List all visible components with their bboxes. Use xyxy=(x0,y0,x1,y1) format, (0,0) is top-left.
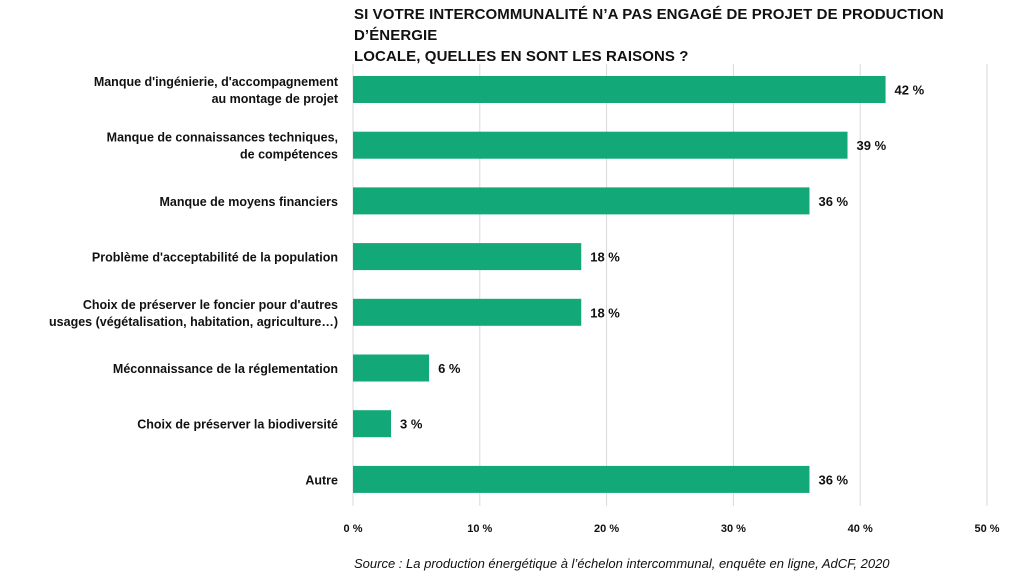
category-label-line: Choix de préserver le foncier pour d'aut… xyxy=(83,298,338,312)
category-label-line: au montage de projet xyxy=(212,92,339,106)
bar-value-label: 18 % xyxy=(590,250,620,265)
bar xyxy=(353,465,810,493)
category-label: Choix de préserver le foncier pour d'aut… xyxy=(49,298,338,329)
x-tick-label: 20 % xyxy=(594,523,619,535)
bar xyxy=(353,131,848,159)
x-tick-label: 50 % xyxy=(974,523,999,535)
x-tick-label: 30 % xyxy=(721,523,746,535)
bar-value-label: 6 % xyxy=(438,361,461,376)
bar-value-label: 3 % xyxy=(400,417,423,432)
bar xyxy=(353,243,582,271)
category-label-line: Problème d'acceptabilité de la populatio… xyxy=(92,251,338,265)
category-label: Autre xyxy=(305,473,338,487)
bar xyxy=(353,187,810,215)
bar xyxy=(353,298,582,326)
category-label-line: Manque de moyens financiers xyxy=(159,195,338,209)
bar-value-label: 18 % xyxy=(590,305,620,320)
category-label: Méconnaissance de la réglementation xyxy=(113,362,338,376)
bar-value-label: 36 % xyxy=(818,194,848,209)
bar-value-label: 42 % xyxy=(895,83,925,98)
category-label: Manque de moyens financiers xyxy=(159,195,338,209)
chart-title-line-1: SI VOTRE INTERCOMMUNALITÉ N’A PAS ENGAGÉ… xyxy=(354,6,944,44)
source-note: Source : La production énergétique à l’é… xyxy=(354,556,890,571)
category-label: Choix de préserver la biodiversité xyxy=(137,418,338,432)
x-tick-label: 0 % xyxy=(344,523,363,535)
category-label-line: Méconnaissance de la réglementation xyxy=(113,362,338,376)
x-tick-label: 10 % xyxy=(467,523,492,535)
category-label: Problème d'acceptabilité de la populatio… xyxy=(92,251,338,265)
category-label-line: Manque de connaissances techniques, xyxy=(107,131,338,145)
category-label-line: Autre xyxy=(305,473,338,487)
bar-value-label: 39 % xyxy=(857,138,887,153)
chart-title-line-2: LOCALE, QUELLES EN SONT LES RAISONS ? xyxy=(354,48,689,65)
category-label-line: Choix de préserver la biodiversité xyxy=(137,418,338,432)
bar-value-label: 36 % xyxy=(818,472,848,487)
category-label-line: de compétences xyxy=(240,148,338,162)
bar xyxy=(353,76,886,103)
chart-title: SI VOTRE INTERCOMMUNALITÉ N’A PAS ENGAGÉ… xyxy=(354,4,1014,67)
category-label-line: Manque d'ingénierie, d'accompagnement xyxy=(94,75,339,89)
category-label: Manque d'ingénierie, d'accompagnement au … xyxy=(94,75,339,106)
bar xyxy=(353,354,430,382)
bar xyxy=(353,410,392,438)
category-label: Manque de connaissances techniques, de co… xyxy=(107,131,338,162)
category-label-line: usages (végétalisation, habitation, agri… xyxy=(49,315,338,329)
x-tick-label: 40 % xyxy=(848,523,873,535)
